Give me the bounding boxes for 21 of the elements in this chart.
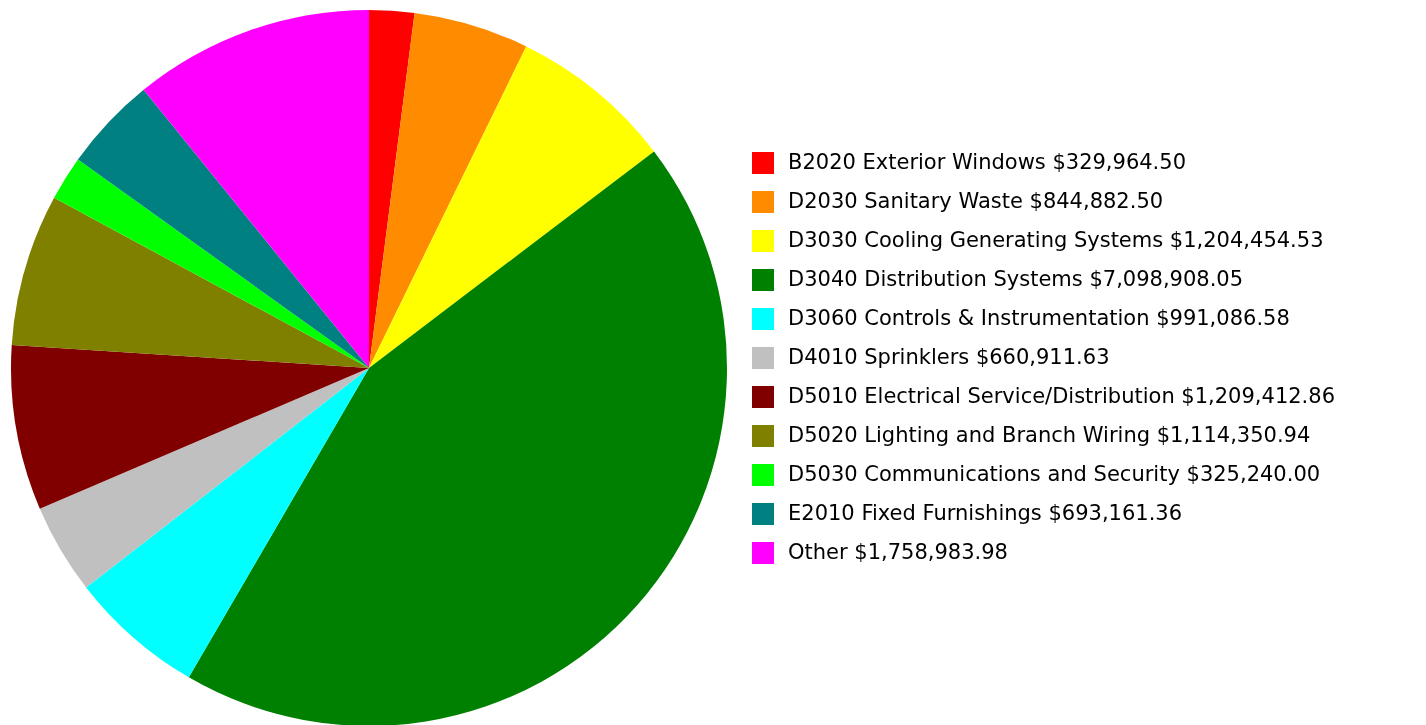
legend-label: D4010 Sprinklers $660,911.63 — [788, 345, 1110, 369]
legend-label: E2010 Fixed Furnishings $693,161.36 — [788, 501, 1183, 525]
pie-slice — [39, 368, 369, 588]
pie-slice — [143, 10, 369, 368]
legend-label: D5010 Electrical Service/Distribution $1,209,412.86 — [788, 384, 1335, 408]
legend-label: D2030 Sanitary Waste $844,882.50 — [788, 189, 1164, 213]
legend-label: D3040 Distribution Systems $7,098,908.05 — [788, 267, 1244, 291]
pie-slice — [188, 151, 727, 725]
pie-slice — [86, 368, 369, 678]
pie-slice — [54, 159, 369, 368]
pie-slice — [77, 89, 369, 368]
legend-label: D5030 Communications and Security $325,240.00 — [788, 462, 1321, 486]
pie-slice — [369, 12, 527, 368]
legend-label: Other $1,758,983.98 — [788, 540, 1008, 564]
legend-label: D3060 Controls & Instrumentation $991,086.58 — [788, 306, 1290, 330]
pie-slice — [11, 197, 369, 368]
legend-label: B2020 Exterior Windows $329,964.50 — [788, 150, 1187, 174]
pie-slice — [11, 345, 369, 509]
legend-label: D3030 Cooling Generating Systems $1,204,454.53 — [788, 228, 1324, 252]
legend-label: D5020 Lighting and Branch Wiring $1,114,350.94 — [788, 423, 1311, 447]
pie-slice — [369, 46, 655, 368]
